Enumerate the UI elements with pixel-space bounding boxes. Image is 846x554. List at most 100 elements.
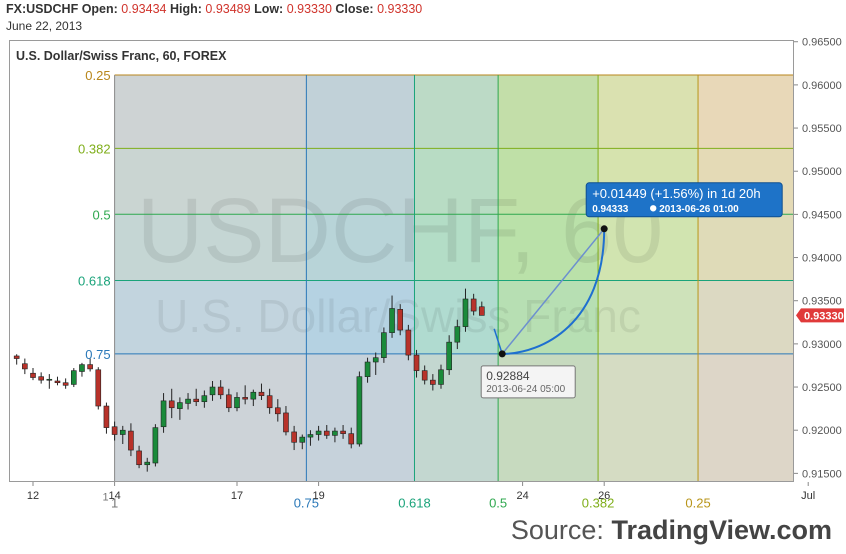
fib-time-label: 0.5: [489, 495, 507, 510]
candle-body: [144, 461, 151, 466]
x-tick-label: 17: [231, 490, 243, 502]
open-value: 0.93434: [121, 2, 167, 16]
candle-body: [152, 427, 159, 464]
candle-body: [201, 395, 208, 403]
candle-body: [372, 357, 379, 363]
candle-body: [340, 430, 346, 434]
source-brand: TradingView.com: [611, 515, 832, 545]
candle-body: [332, 430, 338, 436]
fib-price-label-left: 0.618: [78, 274, 111, 289]
candle-body: [274, 407, 281, 415]
candle-body: [405, 329, 412, 356]
candle-body: [470, 298, 477, 312]
candle-body: [381, 332, 387, 358]
candle-body: [30, 372, 36, 378]
candle-body: [119, 429, 126, 435]
close-value: 0.93330: [377, 2, 423, 16]
fib-time-label: 0.618: [398, 495, 431, 510]
fib-price-label-left: 1: [102, 491, 108, 503]
candle-body: [307, 434, 314, 438]
candle-body: [413, 354, 420, 371]
candle-body: [226, 394, 232, 409]
candle-body: [478, 306, 485, 316]
y-tick-label: 0.92000: [802, 425, 842, 437]
y-tick-label: 0.91500: [802, 468, 842, 480]
fib-price-zone: [114, 214, 794, 281]
fib-time-label: 1: [111, 495, 118, 510]
projection-change-text: +0.01449 (+1.56%) in 1d 20h: [592, 186, 760, 201]
y-tick-label: 0.96500: [802, 37, 842, 49]
candle-body: [46, 378, 53, 381]
candle-body: [266, 395, 273, 409]
candle-body: [95, 369, 102, 407]
candle-body: [177, 402, 183, 409]
x-tick-label: 14: [108, 490, 120, 502]
projection-start-price: 0.92884: [486, 369, 530, 383]
candle-body: [54, 380, 61, 384]
candle-body: [13, 355, 20, 359]
y-tick-label: 0.92500: [802, 382, 842, 394]
x-tick-label: 26: [598, 490, 610, 502]
candle-body: [250, 391, 257, 400]
projection-end-point: [600, 225, 608, 233]
projection-tooltip: [585, 182, 783, 218]
candle-body: [111, 426, 118, 435]
close-label: Close:: [335, 2, 374, 16]
candle-body: [38, 376, 44, 381]
candle-body: [389, 308, 395, 333]
chart-title: U.S. Dollar/Swiss Franc, 60, FOREX: [16, 49, 227, 63]
fib-price-zone: [114, 75, 794, 149]
candle-body: [258, 391, 265, 396]
candle-body: [438, 369, 444, 385]
projection-line: [501, 228, 605, 355]
candle-body: [323, 430, 330, 436]
candle-body: [160, 400, 167, 428]
y-tick-label: 0.95500: [802, 123, 842, 135]
source-prefix: Source:: [510, 515, 604, 545]
candle-body: [209, 386, 216, 396]
candle-body: [242, 397, 248, 400]
fib-price-zone: [114, 353, 794, 482]
candle-body: [22, 363, 28, 370]
projection-start-point: [498, 350, 506, 358]
high-value: 0.93489: [205, 2, 251, 16]
candle-body: [136, 450, 142, 466]
clock-icon: [650, 205, 657, 212]
candle-body: [462, 298, 469, 327]
last-price-badge: [796, 308, 844, 323]
plot-frame: [9, 40, 794, 482]
x-tick-label: 24: [516, 490, 528, 502]
candle-body: [315, 430, 322, 435]
projection-end-price: 0.94333: [592, 204, 629, 215]
symbol: FX:USDCHF: [6, 2, 79, 16]
projection-arrow: [493, 328, 503, 355]
candle-body: [79, 364, 85, 372]
candle-body: [103, 405, 110, 428]
candle-body: [62, 382, 69, 386]
x-tick-label: Jul: [801, 490, 815, 502]
y-tick-label: 0.94000: [802, 253, 842, 265]
candle-body: [430, 379, 436, 385]
y-tick-label: 0.93000: [802, 339, 842, 351]
fib-price-label-left: 0.5: [93, 207, 111, 222]
candle-body: [291, 431, 297, 443]
candle-body: [185, 398, 191, 404]
high-label: High:: [169, 2, 202, 16]
fib-time-label: 0.25: [685, 495, 710, 510]
candle-body: [446, 341, 452, 371]
candle-body: [193, 398, 199, 403]
candle-body: [168, 400, 175, 409]
candle-body: [234, 397, 240, 409]
fib-time-label: 0.75: [294, 495, 319, 510]
y-tick-label: 0.95000: [802, 166, 842, 178]
fib-time-label: 0.382: [582, 495, 615, 510]
y-tick-label: 0.94500: [802, 209, 842, 221]
y-tick-label: 0.96000: [802, 80, 842, 92]
source-credit: Source: TradingView.com: [511, 515, 832, 546]
projection-start-time: 2013-06-24 05:00: [486, 384, 565, 395]
low-label: Low:: [254, 2, 284, 16]
fib-price-label-left: 0.75: [85, 347, 110, 362]
x-tick-label: 19: [312, 490, 324, 502]
fib-price-zone: [114, 280, 794, 354]
